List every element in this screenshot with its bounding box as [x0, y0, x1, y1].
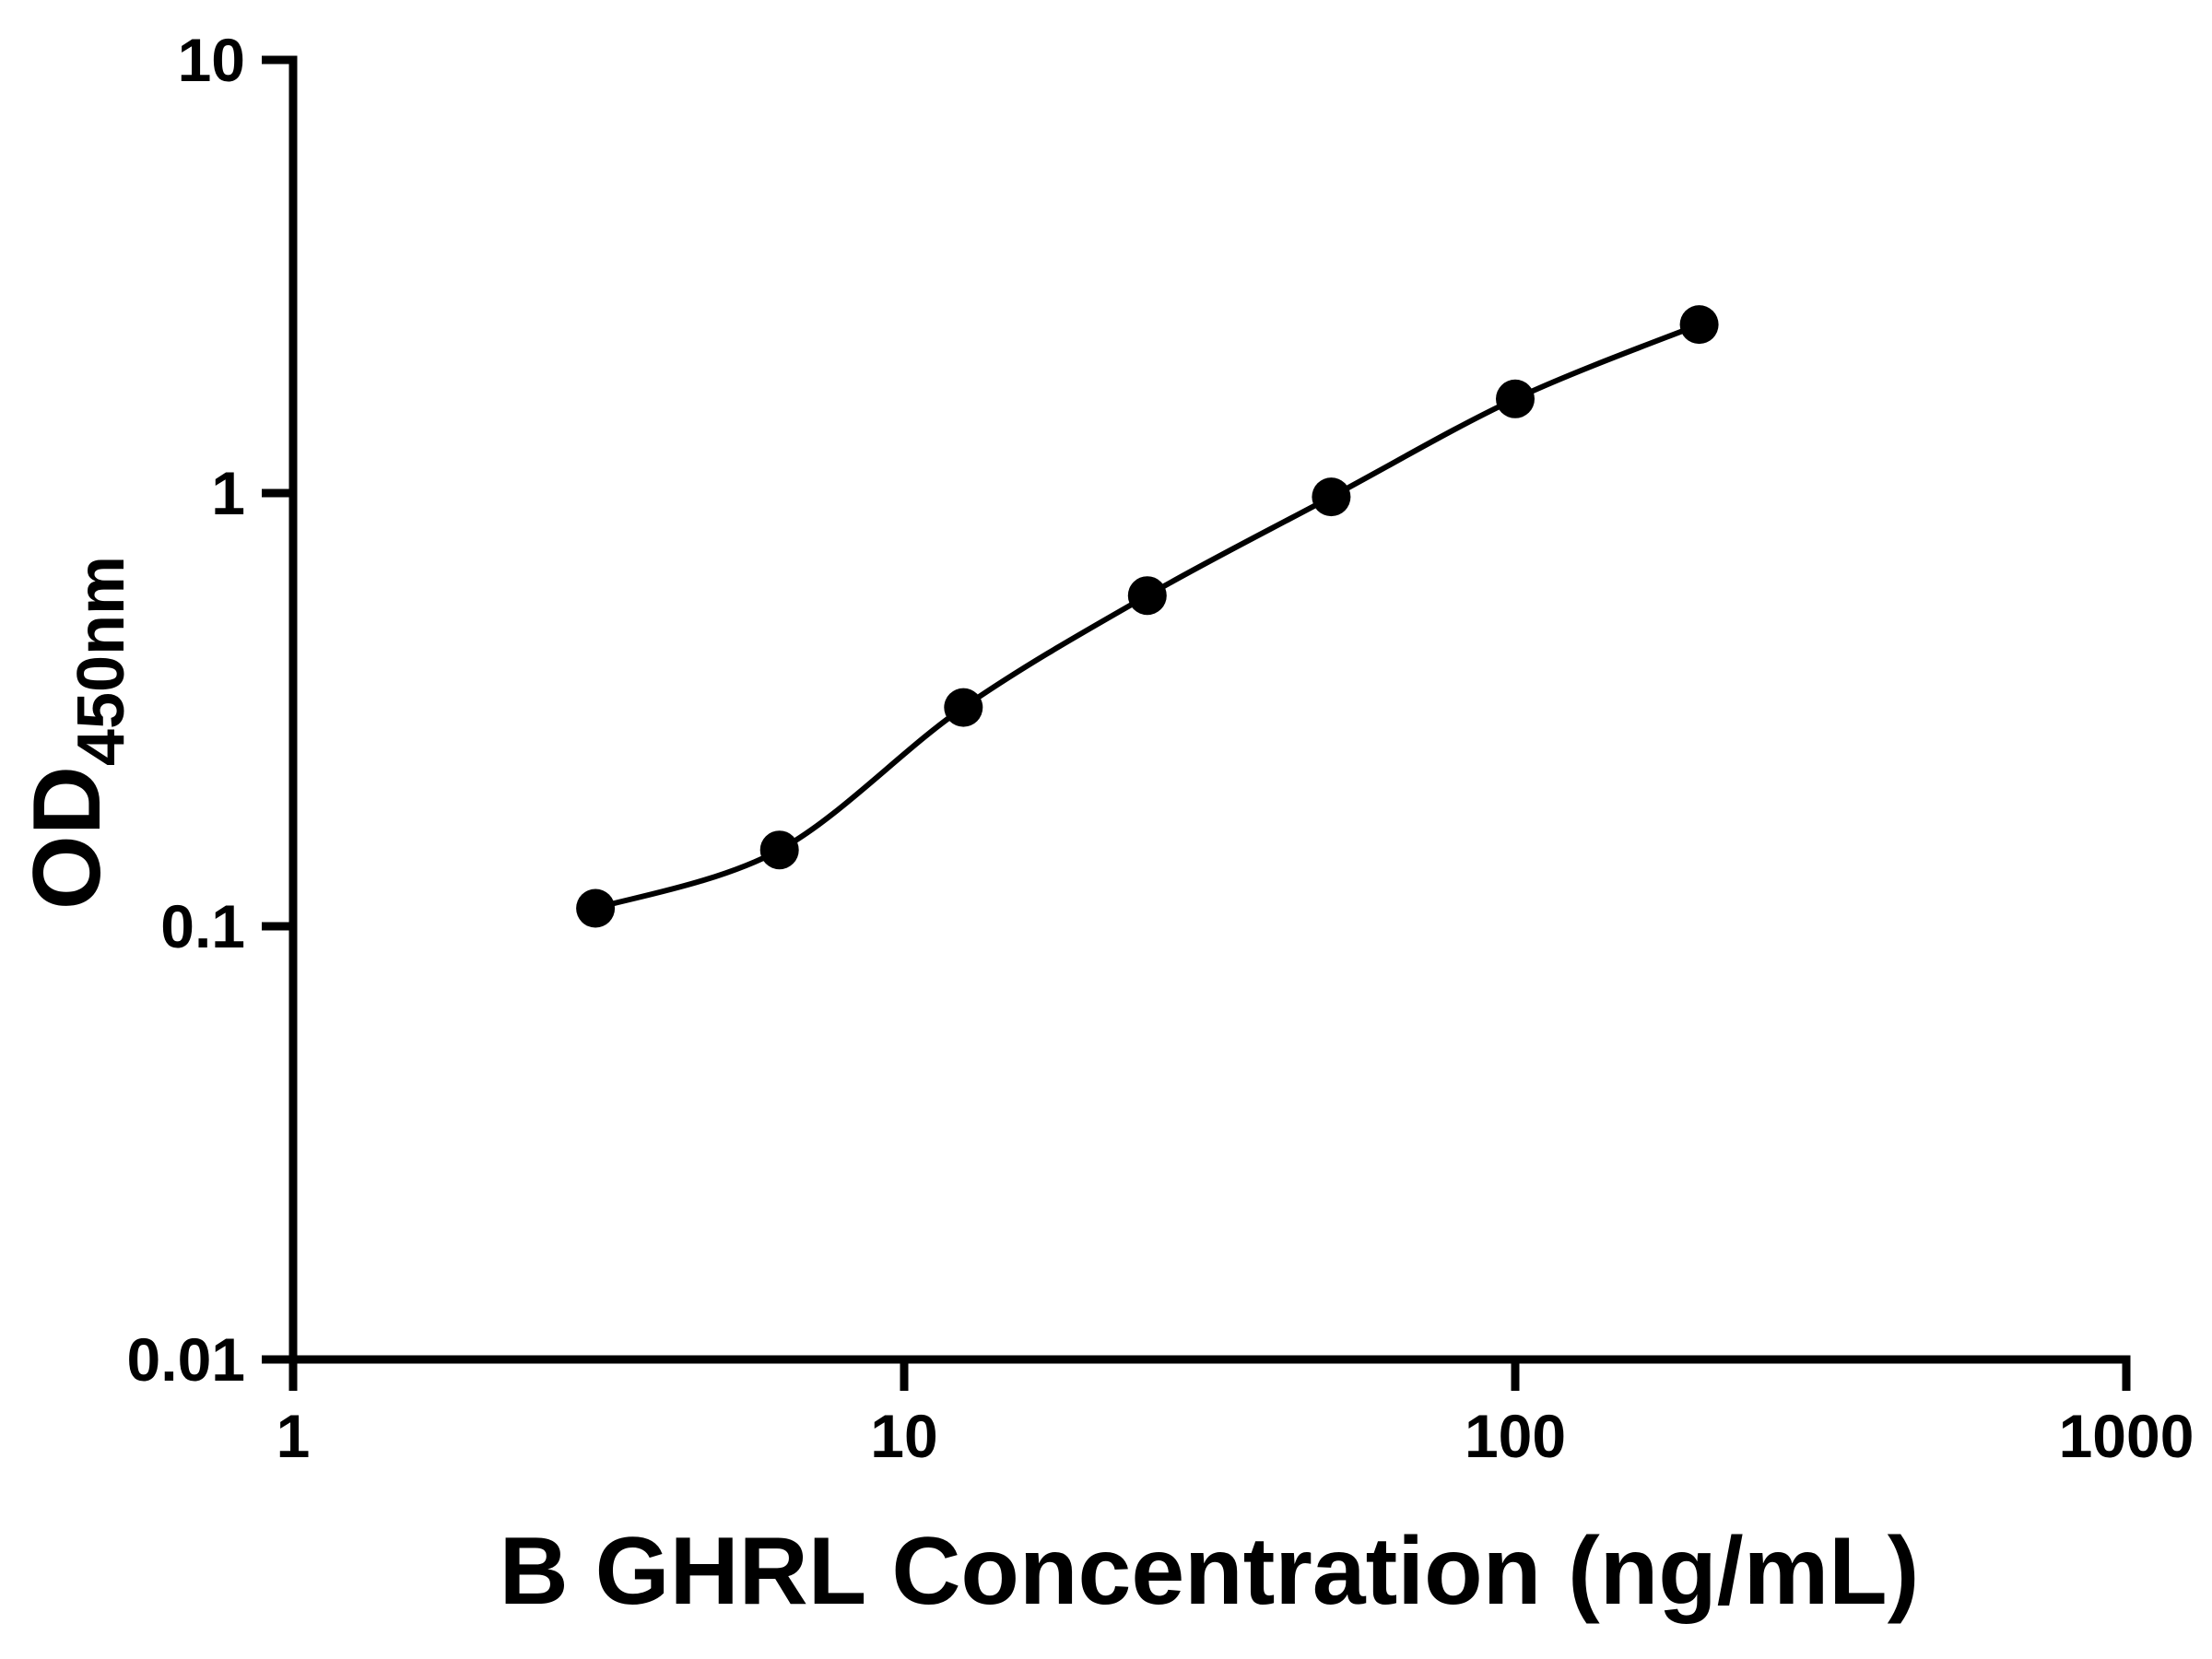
x-tick-label: 100	[1465, 1402, 1566, 1470]
y-tick-label: 10	[178, 26, 245, 94]
standard-curve-fit-line	[593, 322, 1702, 912]
axes	[288, 55, 2131, 1364]
data-point-marker	[1679, 305, 1719, 345]
y-axis-title: OD450nm	[14, 556, 138, 910]
x-tick-label: 1	[276, 1402, 311, 1470]
data-point-marker	[1312, 477, 1351, 517]
data-point-marker	[576, 888, 616, 928]
y-tick-label: 0.1	[160, 892, 245, 960]
y-tick-label: 1	[211, 459, 245, 527]
data-point-marker	[759, 830, 799, 870]
x-tick-label: 10	[870, 1402, 937, 1470]
axis-ticks: 1 10 100 1000 10 1 0.1 0.01	[127, 26, 2194, 1470]
data-point-marker	[1496, 379, 1535, 418]
data-point-marker	[1127, 576, 1167, 616]
x-tick-label: 1000	[2059, 1402, 2194, 1470]
data-point-marker	[944, 688, 983, 727]
x-axis-title: B GHRL Concentration (ng/mL)	[500, 1518, 1920, 1625]
data-series	[576, 305, 1719, 928]
y-axis-title-subscript: 450nm	[65, 556, 138, 766]
y-axis-title-main: OD	[14, 766, 121, 910]
y-tick-label: 0.01	[127, 1325, 245, 1394]
